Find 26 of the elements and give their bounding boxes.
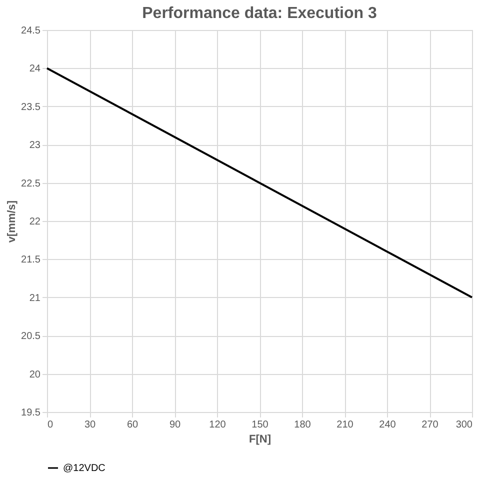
x-tick-label: 0 xyxy=(48,420,54,430)
x-tick-label: 150 xyxy=(252,420,269,430)
x-tick-label: 300 xyxy=(456,420,473,430)
y-tick-label: 23 xyxy=(29,140,41,152)
x-tick-label: 60 xyxy=(126,420,138,430)
x-axis-title: F[N] xyxy=(249,434,272,446)
x-tick-label: 240 xyxy=(379,420,396,430)
chart-title: Performance data: Execution 3 xyxy=(142,5,377,22)
x-tick-label: 270 xyxy=(422,420,439,430)
x-tick-label: 120 xyxy=(209,420,226,430)
y-tick-label: 20 xyxy=(29,369,41,380)
y-tick-label: 22 xyxy=(29,216,41,228)
y-tick-label: 24 xyxy=(29,64,41,75)
x-tick-label: 180 xyxy=(294,420,312,430)
y-axis-title: v[mm/s] xyxy=(6,200,18,243)
y-tick-label: 21.5 xyxy=(21,254,41,266)
x-tick-label: 210 xyxy=(336,420,354,430)
y-tick-label: 23.5 xyxy=(21,102,41,113)
y-tick-label: 22.5 xyxy=(21,178,41,190)
y-tick-label: 19.5 xyxy=(21,408,41,418)
x-tick-label: 30 xyxy=(84,420,96,430)
y-tick-label: 24.5 xyxy=(21,26,41,36)
y-tick-label: 20.5 xyxy=(21,331,41,342)
y-tick-label: 21 xyxy=(29,292,41,304)
x-tick-label: 90 xyxy=(169,420,181,430)
legend-label: @12VDC xyxy=(63,463,106,474)
